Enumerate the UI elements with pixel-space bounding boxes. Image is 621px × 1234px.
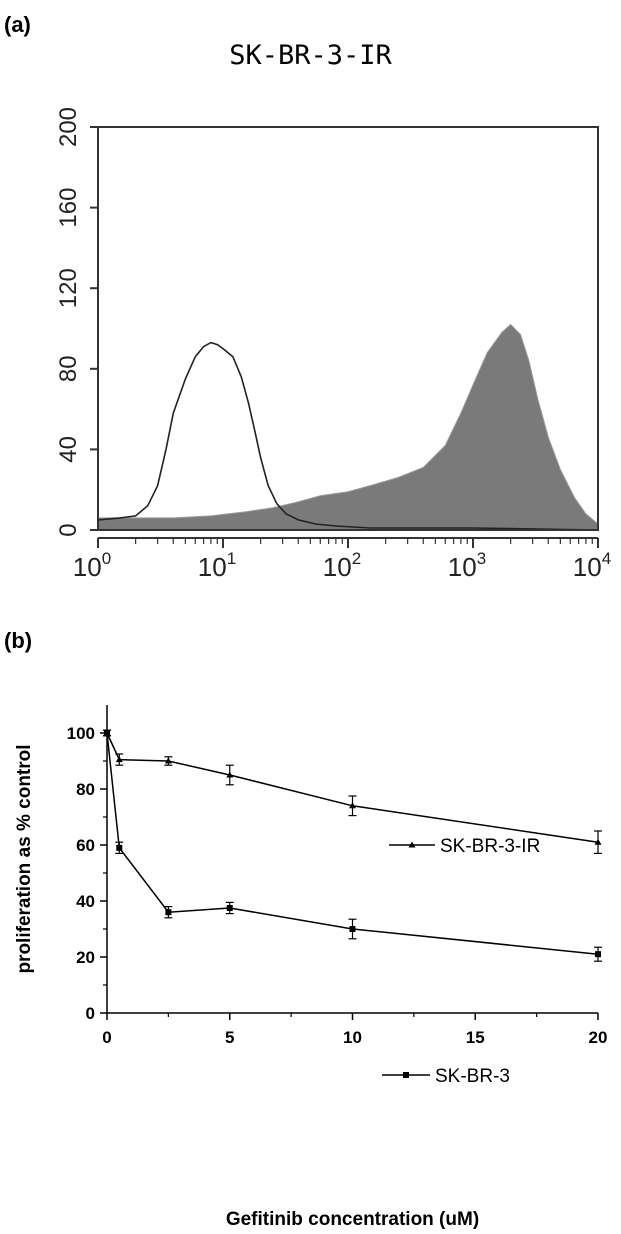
histogram-x-tick-label: 104 bbox=[573, 549, 611, 582]
histogram-outline-series bbox=[97, 341, 599, 531]
data-point-resistant bbox=[164, 757, 172, 764]
data-point-parental bbox=[104, 730, 110, 736]
x-axis-label: Gefitinib concentration (uM) bbox=[226, 1209, 479, 1230]
x-axis-tick-label: 20 bbox=[589, 1028, 608, 1047]
data-point-resistant bbox=[226, 771, 234, 778]
data-point-resistant bbox=[349, 802, 356, 809]
legend-label-resistant: SK-BR-3-IR bbox=[440, 836, 540, 857]
y-axis-tick-label: 80 bbox=[76, 780, 95, 799]
legend-label-parental: SK-BR-3 bbox=[435, 1066, 510, 1087]
histogram-x-tick-label: 101 bbox=[198, 549, 236, 582]
data-point-parental bbox=[595, 951, 601, 958]
histogram-x-tick-label: 103 bbox=[448, 549, 486, 582]
data-point-parental bbox=[116, 844, 123, 851]
histogram-x-tick-label: 102 bbox=[323, 549, 361, 582]
y-axis-tick-label: 40 bbox=[76, 892, 95, 911]
data-point-parental bbox=[349, 926, 356, 932]
histogram-y-tick-label: 120 bbox=[55, 268, 82, 308]
histogram-y-tick-label: 200 bbox=[55, 107, 82, 147]
panel-a-label: (a) bbox=[4, 12, 31, 37]
histogram-title: SK-BR-3-IR bbox=[229, 40, 392, 71]
x-axis-tick-label: 0 bbox=[102, 1028, 111, 1047]
y-axis-tick-label: 100 bbox=[67, 724, 95, 743]
histogram-frame bbox=[97, 126, 599, 531]
dose-response-plot-area: 0 20 40 60 80 100 0 5 10 15 20 Gefitinib concentrat… bbox=[14, 705, 607, 1230]
histogram-chart: 100 101 102 103 104 0 40 80 120 160 200 bbox=[55, 107, 611, 582]
panel-b-label: (b) bbox=[4, 628, 33, 653]
x-axis-tick-label: 5 bbox=[225, 1028, 234, 1047]
y-axis-tick-label: 20 bbox=[76, 948, 95, 967]
y-axis-label: proliferation as % control bbox=[14, 744, 35, 973]
data-point-resistant bbox=[594, 838, 602, 845]
series-line-resistant bbox=[106, 732, 599, 843]
histogram-y-tick-label: 40 bbox=[55, 436, 82, 463]
x-axis-tick-label: 10 bbox=[343, 1028, 362, 1047]
histogram-y-tick-label: 0 bbox=[55, 523, 82, 536]
legend-marker-resistant bbox=[408, 841, 416, 848]
x-axis-tick-label: 15 bbox=[466, 1028, 485, 1047]
data-point-parental bbox=[165, 909, 172, 916]
histogram-plot-area: 100 101 102 103 104 0 40 80 120 160 200 bbox=[55, 107, 611, 582]
y-axis-tick-label: 0 bbox=[86, 1004, 95, 1023]
y-axis-tick-label: 60 bbox=[76, 836, 95, 855]
data-point-resistant bbox=[115, 756, 123, 763]
series-line-parental bbox=[106, 732, 599, 955]
histogram-x-tick-label: 100 bbox=[73, 549, 111, 582]
data-point-parental bbox=[226, 905, 233, 911]
histogram-y-tick-label: 160 bbox=[55, 188, 82, 228]
histogram-y-tick-label: 80 bbox=[55, 355, 82, 382]
legend-marker-parental bbox=[403, 1072, 409, 1078]
histogram-filled-series bbox=[97, 323, 599, 531]
